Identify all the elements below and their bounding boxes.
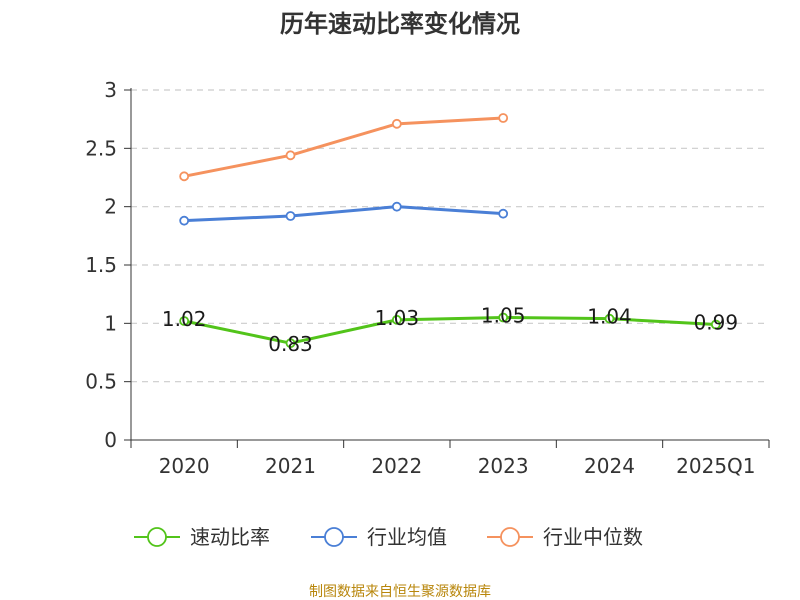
legend: 速动比率 行业均值 行业中位数 xyxy=(134,525,643,549)
series-line xyxy=(183,116,504,178)
y-tick-label: 0.5 xyxy=(85,370,117,394)
x-tick-label: 2022 xyxy=(371,454,422,478)
data-point xyxy=(498,208,509,219)
data-point xyxy=(604,313,615,324)
data-point xyxy=(179,171,190,182)
series-3 xyxy=(179,113,509,182)
series-1 xyxy=(179,312,721,349)
chart-title: 历年速动比率变化情况 xyxy=(280,10,520,38)
axes: 0 0.5 1 1.5 2 2.5 3 2020 2021 2022 2023 2024 2025Q1 xyxy=(85,78,770,478)
data-label: 1.04 xyxy=(587,305,632,329)
data-label: 1.03 xyxy=(375,306,420,330)
series-2 xyxy=(179,201,509,226)
data-label: 0.83 xyxy=(268,332,313,356)
data-point xyxy=(285,338,296,349)
data-point xyxy=(498,312,509,323)
data-label: 1.02 xyxy=(162,307,207,331)
data-point xyxy=(179,215,190,226)
data-point xyxy=(391,118,402,129)
y-tick-label: 3 xyxy=(104,78,117,102)
data-point xyxy=(391,201,402,212)
legend-swatch-marker xyxy=(147,527,167,547)
x-tick-label: 2024 xyxy=(584,454,635,478)
source-note: 制图数据来自恒生聚源数据库 xyxy=(309,584,491,600)
y-tick-label: 2 xyxy=(104,195,117,219)
data-label: 1.05 xyxy=(481,304,526,328)
data-point xyxy=(285,150,296,161)
data-point xyxy=(710,319,721,330)
x-tick-label: 2020 xyxy=(159,454,210,478)
y-tick-label: 1.5 xyxy=(85,253,117,277)
data-point xyxy=(179,316,190,326)
data-point xyxy=(391,314,402,325)
legend-label: 速动比率 xyxy=(190,525,270,549)
y-tick-label: 2.5 xyxy=(85,136,117,160)
x-tick-label: 2025Q1 xyxy=(676,454,755,478)
x-tick-label: 2023 xyxy=(478,454,529,478)
data-point xyxy=(498,113,509,123)
legend-label: 行业中位数 xyxy=(543,525,643,549)
legend-item: 速动比率 xyxy=(134,525,270,549)
series-line xyxy=(183,316,716,345)
grid-lines xyxy=(131,89,769,383)
legend-item: 行业中位数 xyxy=(487,525,643,549)
legend-item: 行业均值 xyxy=(311,525,447,549)
y-tick-label: 1 xyxy=(104,311,117,335)
legend-swatch-marker xyxy=(324,527,344,547)
series-line xyxy=(184,205,504,223)
x-tick-label: 2021 xyxy=(265,454,316,478)
data-label: 0.99 xyxy=(694,311,739,335)
data-point xyxy=(285,211,296,221)
y-tick-label: 0 xyxy=(104,428,117,452)
legend-swatch-marker xyxy=(500,527,520,547)
legend-label: 行业均值 xyxy=(367,525,447,549)
series-layer: 1.02 0.83 1.03 1.05 1.04 0.99 xyxy=(162,113,739,356)
